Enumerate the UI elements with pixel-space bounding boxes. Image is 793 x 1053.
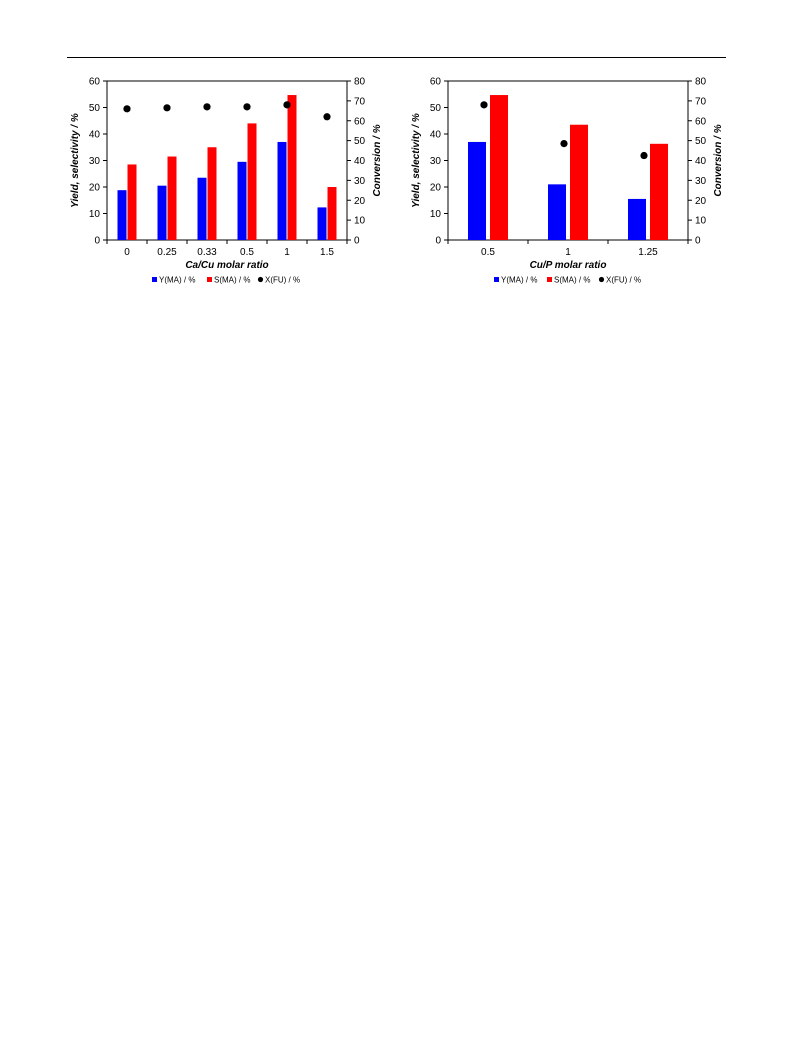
conversion-point [640,151,648,160]
x-tick-label: 1.25 [638,247,658,258]
conversion-point [560,140,568,148]
legend-label: Y(MA) / % [501,276,537,285]
right-tick-label: 40 [695,156,707,167]
left-tick-label: 20 [430,183,442,194]
y-axis-title: Yield, selectivity / % [411,113,422,208]
bar-yield [548,184,566,240]
left-tick-label: 50 [89,103,101,114]
right-tick-label: 80 [695,77,707,88]
right-tick-label: 10 [354,216,366,227]
left-tick-label: 40 [430,130,442,141]
legend-label: X(FU) / % [606,276,641,285]
bar-selectivity [287,95,297,240]
conversion-point [163,104,171,112]
right-tick-label: 0 [354,236,360,247]
right-tick-label: 20 [695,196,707,207]
left-tick-label: 10 [430,209,442,220]
chart-ca-cu-ratio: 0 10 20 30 40 50 60 0 10 20 30 40 50 60 70 80 0 0.25 0.33 0… [70,77,383,285]
legend-swatch [494,277,499,282]
right-tick-label: 80 [354,77,366,88]
conversion-point [283,101,291,109]
bar-selectivity [490,95,508,240]
right-tick-label: 60 [354,116,366,127]
left-tick-label: 0 [94,236,100,247]
x-tick-label: 0.5 [481,247,495,258]
bar-yield [197,177,207,240]
bar-selectivity [327,187,337,240]
legend-swatch [207,277,212,282]
bar-yield [628,198,646,240]
bar-selectivity [167,156,177,240]
legend-marker [257,276,264,283]
left-tick-label: 10 [89,209,101,220]
left-tick-label: 60 [89,77,101,88]
y-axis-title: Yield, selectivity / % [70,113,81,208]
left-tick-label: 60 [430,77,442,88]
left-tick-label: 40 [89,130,101,141]
x-tick-label: 1 [565,247,571,258]
legend-marker [598,276,605,283]
y2-axis-title: Conversion / % [713,124,724,196]
y2-axis-title: Conversion / % [372,124,383,196]
x-axis-title: Cu/P molar ratio [530,260,607,271]
x-axis-title: Ca/Cu molar ratio [185,260,268,271]
conversion-point [323,113,331,121]
right-tick-label: 50 [695,136,707,147]
bar-yield [317,207,327,240]
conversion-point [203,103,211,111]
left-tick-label: 0 [435,236,441,247]
right-tick-label: 40 [354,156,366,167]
legend-swatch [547,277,552,282]
legend-label: S(MA) / % [214,276,250,285]
x-tick-label: 0 [124,247,130,258]
right-tick-label: 50 [354,136,366,147]
bar-selectivity [570,124,588,240]
right-tick-label: 70 [695,96,707,107]
left-tick-label: 50 [430,103,442,114]
legend-swatch [152,277,157,282]
bar-yield [117,190,127,240]
x-tick-label: 1 [284,247,290,258]
legend-label: Y(MA) / % [159,276,195,285]
x-tick-label: 0.33 [197,247,217,258]
conversion-point [243,103,251,111]
right-tick-label: 20 [354,196,366,207]
right-tick-label: 0 [695,236,701,247]
bar-selectivity [207,147,217,240]
left-tick-label: 20 [89,183,101,194]
legend-label: S(MA) / % [554,276,590,285]
right-tick-label: 60 [695,116,707,127]
right-tick-label: 30 [695,176,707,187]
right-tick-label: 70 [354,96,366,107]
bar-selectivity [247,123,257,240]
x-tick-label: 0.5 [240,247,254,258]
chart-cu-p-ratio: 0 10 20 30 40 50 60 0 10 20 30 40 50 60 70 80 0.5 1 1.25 Cu… [411,77,724,285]
page-header-rule [67,57,726,58]
left-tick-label: 30 [430,156,442,167]
x-tick-label: 1.5 [320,247,334,258]
right-tick-label: 30 [354,176,366,187]
x-tick-label: 0.25 [157,247,177,258]
bar-selectivity [127,164,137,240]
legend-label: X(FU) / % [265,276,300,285]
bar-yield [237,161,247,240]
conversion-point [480,101,488,109]
bar-selectivity [650,143,668,240]
right-tick-label: 10 [695,216,707,227]
bar-yield [277,141,287,240]
conversion-point [123,105,131,113]
bar-yield [468,141,486,240]
left-tick-label: 30 [89,156,101,167]
bar-yield [157,185,167,240]
